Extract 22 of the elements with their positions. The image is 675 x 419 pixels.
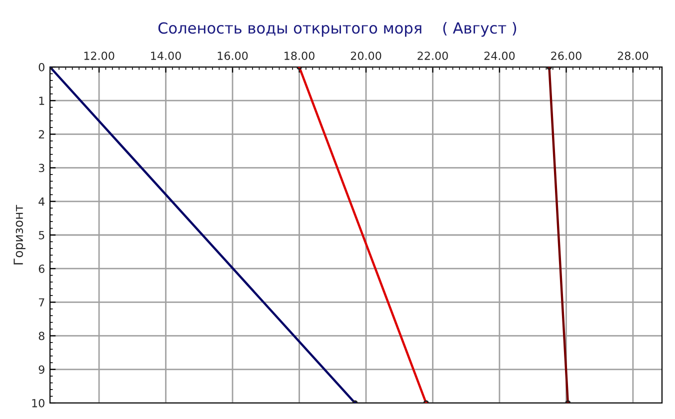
x-tick-label: 16.00	[218, 52, 248, 60]
y-tick-label: 9	[38, 365, 44, 374]
x-tick-label: 18.00	[284, 52, 314, 60]
y-tick-label: 7	[38, 298, 44, 306]
x-tick-label: 22.00	[418, 52, 448, 60]
y-tick-label: 10	[32, 398, 44, 408]
y-tick-label: 3	[38, 164, 44, 172]
y-tick-label: 0	[38, 62, 44, 72]
y-tick-label: 5	[38, 231, 44, 240]
y-tick-label: 1	[39, 96, 44, 105]
x-tick-label: 20.00	[350, 52, 382, 60]
y-tick-label: 4	[38, 198, 45, 206]
x-tick-label: 24.00	[484, 52, 515, 60]
x-tick-label: 12.00	[84, 52, 114, 60]
y-tick-label: 6	[38, 264, 44, 273]
x-tick-label: 26.00	[551, 52, 582, 60]
chart-title: Соленость воды открытого моря ( Август )	[158, 22, 516, 37]
y-axis-title: Горизонт	[14, 204, 26, 264]
x-tick-label: 28.00	[618, 52, 648, 60]
y-tick-label: 2	[38, 130, 44, 138]
y-tick-label: 8	[38, 332, 44, 340]
x-tick-label: 14.00	[151, 52, 181, 60]
